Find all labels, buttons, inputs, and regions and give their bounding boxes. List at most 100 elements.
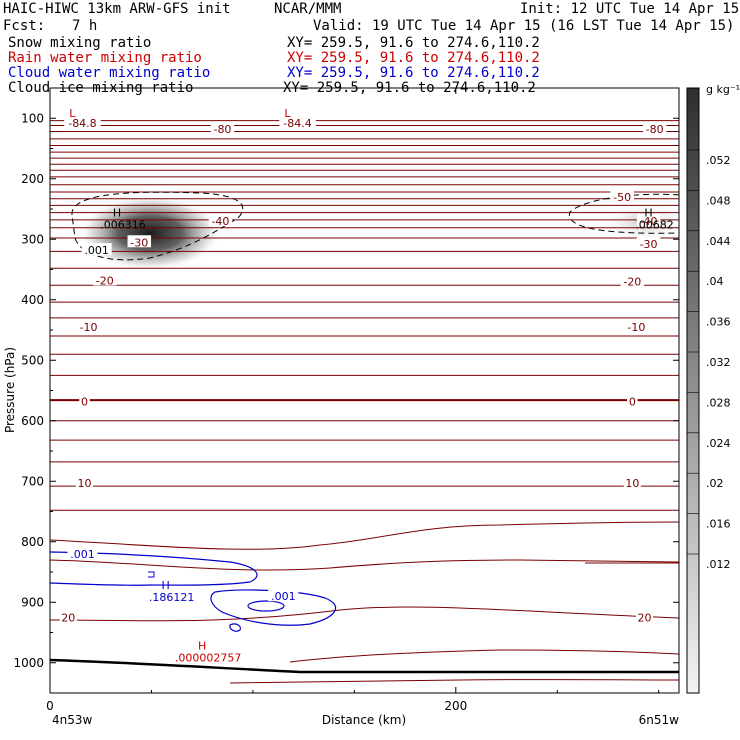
temperature-contour-label: 20 xyxy=(61,611,75,624)
colorbar-label: .036 xyxy=(706,316,731,329)
legend-cloud-water-name: Cloud water mixing ratio xyxy=(8,65,211,81)
extremum-marker: H xyxy=(644,206,652,219)
temperature-contours xyxy=(50,120,679,684)
colorbar-label: .024 xyxy=(706,437,731,450)
contour-label-bg xyxy=(127,235,152,248)
contour-label-bg xyxy=(627,394,638,407)
organization: NCAR/MMM xyxy=(274,1,342,17)
extremum-value: .006316 xyxy=(100,218,146,231)
extremum-value: .00682 xyxy=(635,218,674,231)
colorbar-label: .028 xyxy=(706,396,731,409)
temperature-contour-label: 10 xyxy=(625,477,639,490)
plot-frame xyxy=(49,87,680,694)
temperature-contour-label: -84.8 xyxy=(68,117,96,130)
extremum-marker: H xyxy=(113,206,121,219)
extremum-value: .186121 xyxy=(149,591,195,604)
y-tick-label: 300 xyxy=(21,232,44,246)
isotherm-curve xyxy=(50,559,679,571)
mixing-ratio-contour-label: .001 xyxy=(271,590,296,603)
x-end-label: 6n51w xyxy=(639,713,680,727)
contour-label-bg xyxy=(636,214,661,227)
contour-label-bg xyxy=(268,589,299,602)
extremum-value: .000002757 xyxy=(175,651,241,664)
axis-ticks xyxy=(49,88,679,694)
contour-label-bg xyxy=(210,122,235,135)
temperature-contour-label: -50 xyxy=(613,191,631,204)
contour-labels: -84.8 -84.4 -80 -80 -50 -40 -40 -30 -30 -20 -20 -10… xyxy=(59,107,674,664)
temperature-contour-label: 10 xyxy=(77,477,91,490)
temperature-contour-label: -20 xyxy=(623,276,641,289)
x-start-label: 4n53w xyxy=(52,713,93,727)
colorbar-label: .048 xyxy=(706,194,731,207)
x-tick-label: 0 xyxy=(46,699,54,713)
y-tick-label: 600 xyxy=(21,414,44,428)
extremum-marker: L xyxy=(284,107,291,120)
contour-label-bg xyxy=(636,610,654,623)
contour-label-bg xyxy=(59,610,77,623)
y-tick-label: 100 xyxy=(21,111,44,125)
legend-snow-name: Snow mixing ratio xyxy=(8,35,152,51)
temperature-contour-label: -10 xyxy=(627,321,645,334)
init-time: Init: 12 UTC Tue 14 Apr 15 xyxy=(520,1,740,17)
legend-rain-xy: XY= 259.5, 91.6 to 274.6,110.2 xyxy=(287,50,540,66)
cloud-water-contour-inner xyxy=(247,600,285,612)
forecast-label: Fcst: xyxy=(3,18,46,34)
colorbar-unit: g kg⁻¹ xyxy=(706,83,740,96)
cloud-ice-contour-right xyxy=(568,193,679,234)
colorbar-label: .02 xyxy=(706,477,724,490)
cloud-water-tick xyxy=(148,571,155,578)
mixing-ratio-contour-label: .001 xyxy=(70,548,95,561)
x-tick-label: 200 xyxy=(444,699,467,713)
contour-label-bg xyxy=(642,122,667,135)
y-tick-label: 400 xyxy=(21,293,44,307)
colorbar-label: .052 xyxy=(706,154,731,167)
contour-label-bg xyxy=(208,214,233,227)
colorbar-label: .044 xyxy=(706,235,731,248)
valid-time: Valid: 19 UTC Tue 14 Apr 15 (16 LST Tue … xyxy=(313,18,735,34)
temperature-contour-label: -30 xyxy=(640,238,658,251)
temperature-contour-label: 0 xyxy=(629,395,636,408)
isotherm-curve xyxy=(229,679,679,684)
temperature-contour-label: -40 xyxy=(211,215,229,228)
temperature-contour-label: 20 xyxy=(638,611,652,624)
isotherm-curve xyxy=(289,649,679,663)
contour-label-bg xyxy=(610,189,634,202)
chart-title: HAIC-HIWC 13km ARW-GFS init xyxy=(3,1,231,17)
colorbar-label: .016 xyxy=(706,518,731,531)
colorbar-label: .032 xyxy=(706,356,731,369)
y-tick-label: 900 xyxy=(21,595,44,609)
y-tick-label: 200 xyxy=(21,172,44,186)
isotherm-curve xyxy=(50,521,679,550)
forecast-hour: 7 h xyxy=(72,18,98,34)
contour-label-bg xyxy=(64,116,101,129)
temperature-contour-label: -40 xyxy=(640,215,658,228)
mixing-ratio-contour-label: .001 xyxy=(84,244,109,257)
cloud-ice-contour-left xyxy=(71,191,244,261)
contour-label-bg xyxy=(279,116,316,129)
contour-label-bg xyxy=(636,237,661,250)
y-axis-title: Pressure (hPa) xyxy=(3,347,17,433)
colorbar xyxy=(686,87,700,694)
contour-label-bg xyxy=(76,319,101,332)
legend-cloud-water-xy: XY= 259.5, 91.6 to 274.6,110.2 xyxy=(287,65,540,81)
snow-shading-core xyxy=(78,195,222,271)
contour-label-bg xyxy=(75,476,93,489)
temperature-contour-label: 0 xyxy=(81,395,88,408)
temperature-contour-label: -10 xyxy=(80,321,98,334)
cloud-water-contour-small xyxy=(229,623,241,632)
cloud-water-contour-main xyxy=(50,551,258,586)
temperature-contour-label: -80 xyxy=(646,123,664,136)
contour-label-bg xyxy=(624,319,649,332)
isotherm-curve xyxy=(50,606,679,622)
legend-snow-xy: XY= 259.5, 91.6 to 274.6,110.2 xyxy=(287,35,540,51)
contour-label-bg xyxy=(93,273,117,286)
colorbar-labels: .052 .048 .044 .04 .036 .032 .028 .024 .02 .016 .0… xyxy=(687,149,731,571)
extremum-marker: L xyxy=(69,107,76,120)
contour-label-bg xyxy=(620,274,645,287)
x-axis-title: Distance (km) xyxy=(322,713,406,727)
contour-label-bg xyxy=(81,243,112,256)
y-tick-label: 500 xyxy=(21,353,44,367)
ground-surface xyxy=(50,658,679,674)
